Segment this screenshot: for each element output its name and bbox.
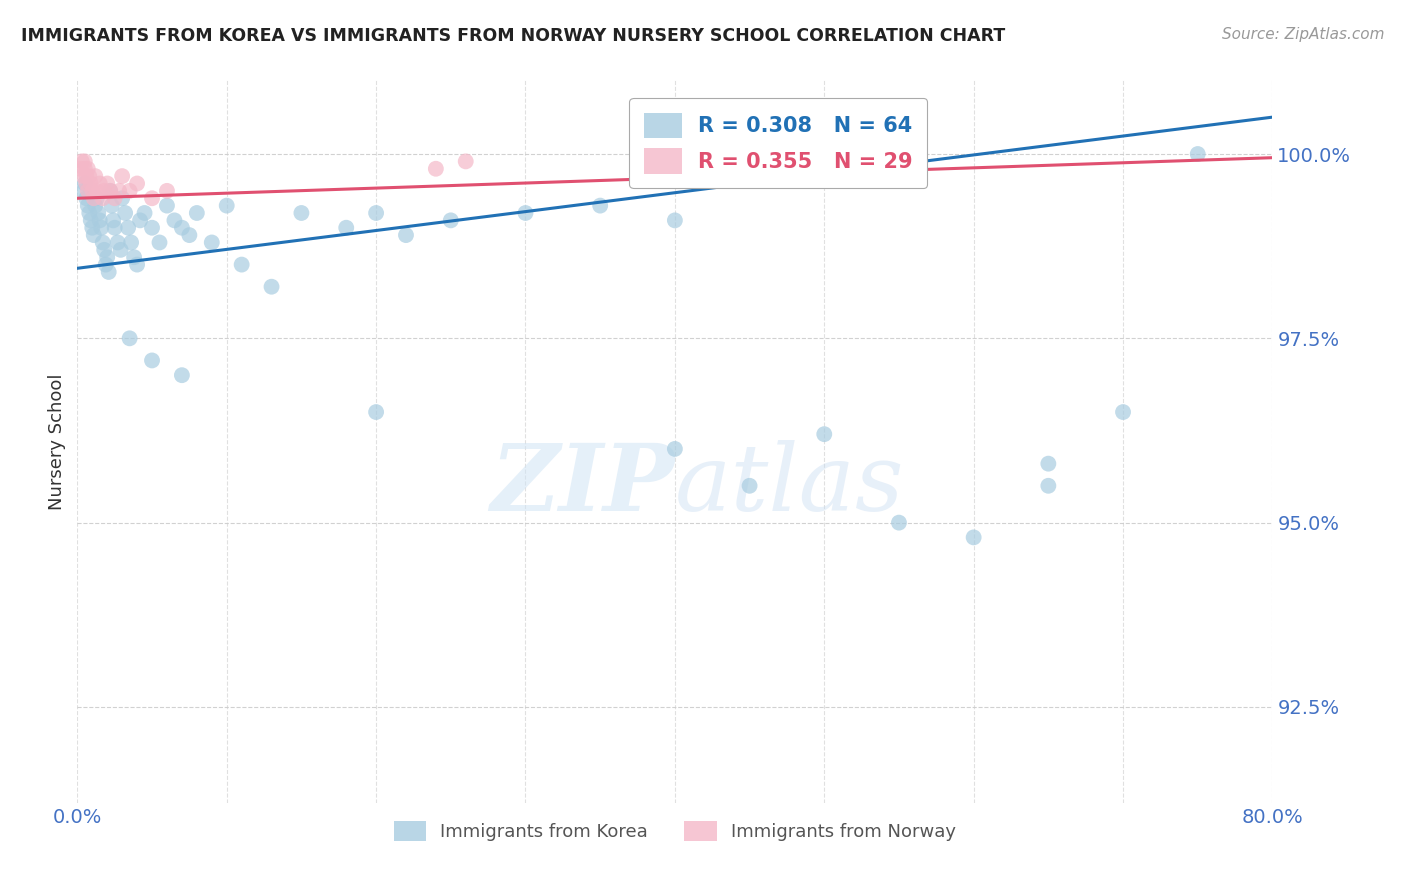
Point bbox=[1038, 479, 1060, 493]
Point bbox=[79, 169, 101, 183]
Point bbox=[110, 243, 132, 257]
Point bbox=[127, 258, 149, 272]
Point bbox=[104, 191, 127, 205]
Point bbox=[589, 199, 612, 213]
Point bbox=[72, 169, 94, 183]
Point bbox=[96, 177, 118, 191]
Point bbox=[86, 191, 108, 205]
Point bbox=[813, 427, 835, 442]
Point bbox=[103, 213, 124, 227]
Point bbox=[141, 353, 163, 368]
Point bbox=[425, 161, 447, 176]
Point bbox=[73, 177, 96, 191]
Y-axis label: Nursery School: Nursery School bbox=[48, 373, 66, 510]
Point bbox=[93, 243, 115, 257]
Point bbox=[290, 206, 312, 220]
Point bbox=[83, 191, 105, 205]
Point bbox=[107, 235, 129, 250]
Point bbox=[114, 206, 136, 220]
Text: atlas: atlas bbox=[675, 440, 904, 530]
Point bbox=[76, 184, 98, 198]
Point bbox=[395, 228, 418, 243]
Point bbox=[231, 258, 253, 272]
Point bbox=[83, 228, 105, 243]
Point bbox=[215, 199, 238, 213]
Point bbox=[98, 184, 121, 198]
Text: Source: ZipAtlas.com: Source: ZipAtlas.com bbox=[1222, 27, 1385, 42]
Point bbox=[82, 220, 104, 235]
Point bbox=[134, 206, 156, 220]
Point bbox=[80, 213, 103, 227]
Point bbox=[75, 169, 97, 183]
Point bbox=[170, 368, 193, 383]
Point bbox=[87, 206, 110, 220]
Point bbox=[73, 154, 96, 169]
Point bbox=[93, 184, 115, 198]
Point bbox=[76, 199, 98, 213]
Point bbox=[366, 206, 388, 220]
Point bbox=[94, 258, 117, 272]
Point bbox=[141, 220, 163, 235]
Text: IMMIGRANTS FROM KOREA VS IMMIGRANTS FROM NORWAY NURSERY SCHOOL CORRELATION CHART: IMMIGRANTS FROM KOREA VS IMMIGRANTS FROM… bbox=[21, 27, 1005, 45]
Point bbox=[118, 184, 141, 198]
Point bbox=[104, 220, 127, 235]
Point bbox=[76, 161, 98, 176]
Point bbox=[127, 177, 149, 191]
Point bbox=[664, 213, 686, 227]
Point bbox=[118, 331, 141, 345]
Point bbox=[69, 161, 91, 176]
Point bbox=[86, 184, 108, 198]
Point bbox=[335, 220, 357, 235]
Point bbox=[179, 228, 201, 243]
Point bbox=[1112, 405, 1135, 419]
Point bbox=[82, 184, 104, 198]
Point bbox=[738, 479, 761, 493]
Point bbox=[80, 177, 103, 191]
Point bbox=[73, 161, 96, 176]
Point bbox=[91, 235, 114, 250]
Point bbox=[122, 250, 145, 264]
Point bbox=[91, 191, 114, 205]
Point bbox=[148, 235, 170, 250]
Point bbox=[887, 516, 910, 530]
Point bbox=[75, 191, 97, 205]
Point bbox=[156, 199, 179, 213]
Legend: Immigrants from Korea, Immigrants from Norway: Immigrants from Korea, Immigrants from N… bbox=[387, 814, 963, 848]
Point bbox=[170, 220, 193, 235]
Point bbox=[260, 279, 283, 293]
Point bbox=[84, 169, 107, 183]
Point bbox=[84, 199, 107, 213]
Point bbox=[117, 220, 139, 235]
Point bbox=[129, 213, 152, 227]
Point bbox=[96, 250, 118, 264]
Point bbox=[111, 191, 134, 205]
Text: ZIP: ZIP bbox=[491, 440, 675, 530]
Point bbox=[201, 235, 224, 250]
Point bbox=[1187, 147, 1209, 161]
Point bbox=[440, 213, 463, 227]
Point bbox=[454, 154, 477, 169]
Point bbox=[1038, 457, 1060, 471]
Point bbox=[515, 206, 537, 220]
Point bbox=[963, 530, 986, 544]
Point bbox=[90, 220, 112, 235]
Point bbox=[72, 184, 94, 198]
Point bbox=[100, 199, 122, 213]
Point bbox=[120, 235, 142, 250]
Point bbox=[186, 206, 208, 220]
Point bbox=[97, 265, 120, 279]
Point bbox=[79, 206, 101, 220]
Point bbox=[108, 184, 131, 198]
Point bbox=[163, 213, 186, 227]
Point bbox=[156, 184, 179, 198]
Point bbox=[366, 405, 388, 419]
Point bbox=[141, 191, 163, 205]
Point bbox=[98, 184, 121, 198]
Point bbox=[89, 213, 111, 227]
Point bbox=[111, 169, 134, 183]
Point bbox=[89, 177, 111, 191]
Point bbox=[664, 442, 686, 456]
Point bbox=[75, 177, 97, 191]
Point bbox=[70, 154, 93, 169]
